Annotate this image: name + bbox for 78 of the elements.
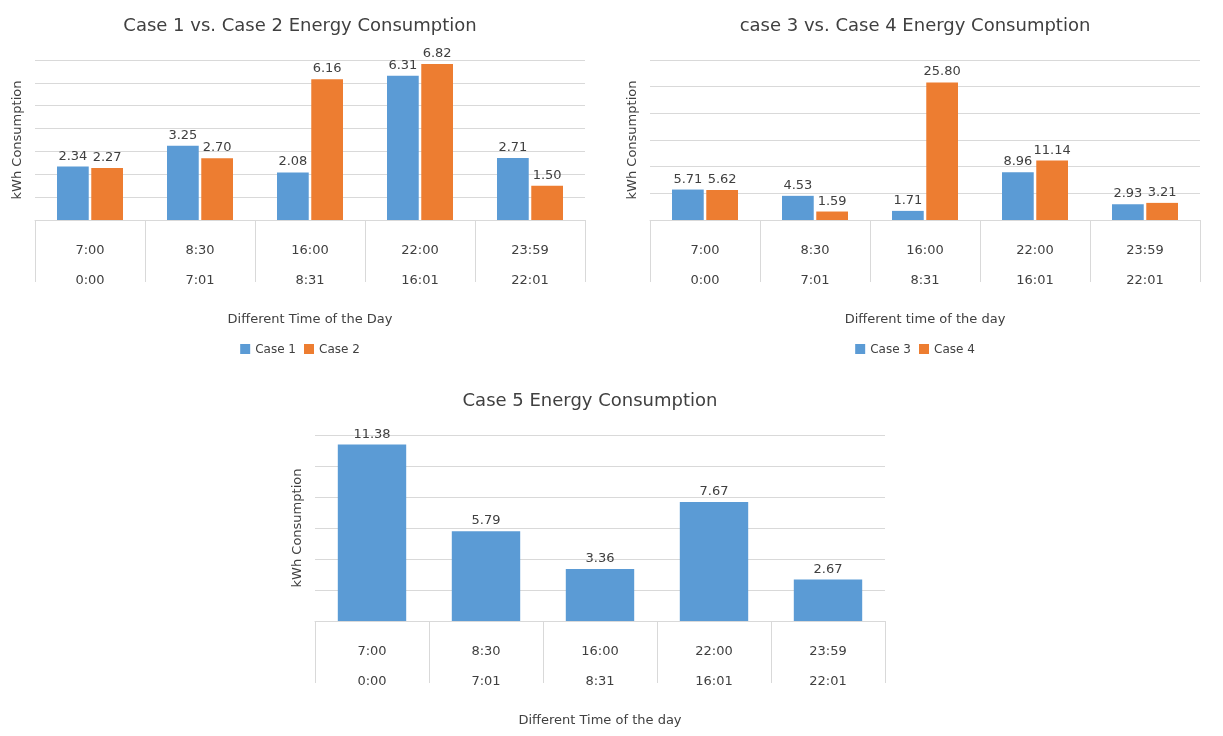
bar — [1112, 204, 1144, 220]
x-tick-label: 8:30 7:01 — [471, 642, 501, 688]
data-label: 2.67 — [813, 560, 843, 576]
legend-label: Case 3 — [870, 342, 912, 356]
legend-label: Case 4 — [934, 342, 975, 356]
y-axis-title: kWh Consumption — [9, 80, 24, 200]
chart-title: Case 5 Energy Consumption — [462, 388, 718, 410]
bar — [926, 82, 958, 220]
bar — [1036, 160, 1068, 220]
data-label: 2.70 — [202, 139, 232, 155]
x-tick-label: 22:00 16:01 — [695, 642, 733, 688]
legend-label: Case 2 — [319, 342, 360, 356]
x-tick-label: 23:59 22:01 — [511, 241, 549, 287]
data-label: 2.34 — [58, 147, 88, 163]
data-label: 1.71 — [893, 191, 923, 207]
bar — [421, 64, 453, 220]
x-axis-title: Different Time of the Day — [227, 311, 393, 326]
bar — [1002, 172, 1034, 220]
bar — [793, 579, 863, 621]
x-tick-label: 16:00 8:31 — [291, 241, 329, 287]
x-tick-label: 22:00 16:01 — [1016, 241, 1054, 287]
data-label: 5.79 — [471, 512, 501, 528]
data-label: 3.25 — [168, 126, 198, 142]
bar — [201, 158, 233, 220]
bar — [387, 75, 419, 220]
bar — [337, 444, 407, 621]
legend-label: Case 1 — [255, 342, 297, 356]
data-label: 6.31 — [388, 56, 418, 72]
data-label: 2.08 — [278, 153, 308, 169]
x-tick-label: 8:30 7:01 — [800, 241, 830, 287]
bar — [91, 168, 123, 220]
x-tick-label: 7:00 0:00 — [75, 241, 105, 287]
y-axis-title: kWh Consumption — [289, 468, 304, 588]
data-label: 11.38 — [353, 425, 391, 441]
data-label: 3.36 — [585, 549, 615, 565]
chart-title: case 3 vs. Case 4 Energy Consumption — [739, 13, 1091, 35]
data-label: 2.71 — [498, 139, 528, 155]
x-tick-label: 23:59 22:01 — [809, 642, 847, 688]
bar — [816, 211, 848, 220]
data-label: 3.21 — [1147, 183, 1177, 199]
data-label: 11.14 — [1033, 141, 1071, 157]
data-label: 5.62 — [707, 171, 737, 187]
bar — [451, 531, 521, 621]
data-label: 2.27 — [92, 149, 122, 165]
data-label: 7.67 — [699, 483, 729, 499]
x-axis-title: Different Time of the day — [518, 712, 682, 727]
data-label: 4.53 — [783, 176, 813, 192]
data-label: 2.93 — [1113, 185, 1143, 201]
bar — [565, 568, 635, 621]
chart-title: Case 1 vs. Case 2 Energy Consumption — [123, 13, 477, 35]
data-label: 25.80 — [923, 63, 961, 79]
data-label: 5.71 — [673, 170, 703, 186]
data-label: 1.59 — [817, 192, 847, 208]
x-axis-title: Different time of the day — [844, 311, 1006, 326]
x-tick-label: 16:00 8:31 — [581, 642, 619, 688]
data-label: 8.96 — [1003, 153, 1033, 169]
data-label: 1.50 — [532, 166, 562, 182]
bar — [892, 210, 924, 220]
bar — [672, 189, 704, 220]
x-tick-label: 8:30 7:01 — [185, 241, 215, 287]
bar — [277, 172, 309, 220]
y-axis-title: kWh Consumption — [624, 80, 639, 200]
bar — [782, 195, 814, 220]
x-tick-label: 7:00 0:00 — [690, 241, 720, 287]
bar — [167, 145, 199, 220]
x-tick-label: 7:00 0:00 — [357, 642, 387, 688]
bar — [531, 185, 563, 220]
bar — [706, 190, 738, 220]
bar — [1146, 202, 1178, 220]
x-tick-label: 16:00 8:31 — [906, 241, 944, 287]
bar — [57, 166, 89, 220]
bar — [679, 502, 749, 621]
x-tick-label: 23:59 22:01 — [1126, 241, 1164, 287]
bar — [497, 158, 529, 220]
bar — [311, 79, 343, 220]
x-tick-label: 22:00 16:01 — [401, 241, 439, 287]
data-label: 6.16 — [312, 60, 342, 76]
data-label: 6.82 — [422, 45, 452, 61]
